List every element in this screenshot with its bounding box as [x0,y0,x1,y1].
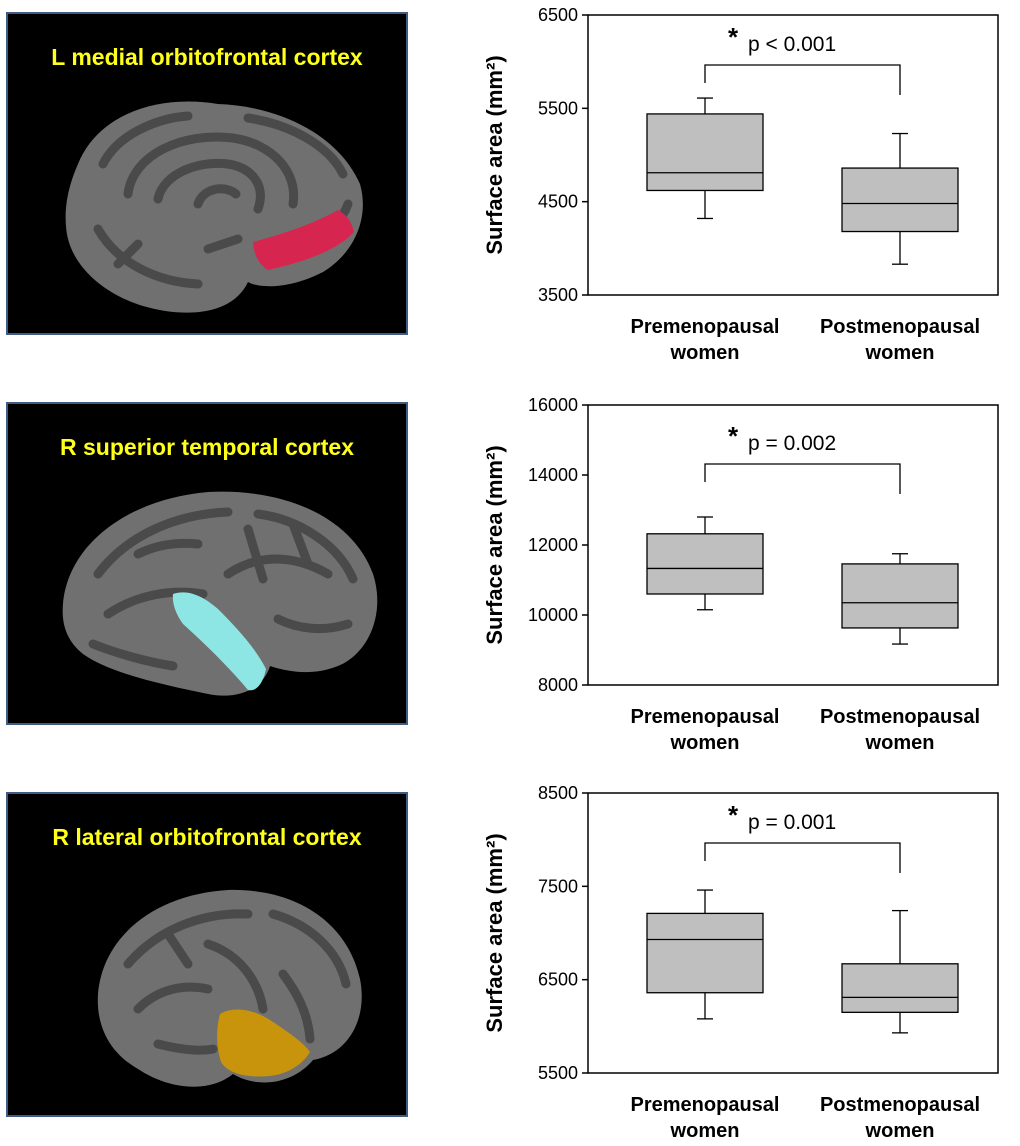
box-iqr [841,963,959,1013]
significance-star: * [728,421,739,451]
y-tick-label: 5500 [538,1063,578,1083]
plot-frame [587,792,999,1074]
box-iqr [646,912,764,994]
boxplot-chart-2: 8000 10000 12000 14000 16000 Surface area (mm… [482,395,999,750]
region-highlight [172,592,266,691]
brain-panel-2: R superior temporal cortex [6,402,408,725]
region-highlight [253,210,354,270]
y-tick-label: 8500 [538,783,578,803]
panel-title: R lateral orbitofrontal cortex [52,824,362,850]
box-iqr [841,563,959,629]
y-tick-label: 8000 [538,675,578,695]
p-value-label: p = 0.001 [748,811,836,834]
panel-title: R superior temporal cortex [60,434,354,460]
p-value-label: p = 0.002 [748,432,836,455]
y-axis-label: Surface area (mm²) [482,55,507,254]
x-category-label: Postmenopausal women [820,1094,980,1138]
significance-star: * [728,800,739,830]
significance-star: * [728,22,739,52]
y-axis-label: Surface area (mm²) [482,445,507,644]
box-iqr [841,167,959,233]
box-iqr [646,113,764,192]
significance-bracket [704,463,901,494]
brain-lateral-view [62,491,378,696]
y-tick-label: 14000 [528,465,578,485]
y-tick-label: 5500 [538,98,578,118]
brain-surface [62,491,378,696]
y-tick-label: 10000 [528,605,578,625]
y-tick-label: 12000 [528,535,578,555]
y-tick-label: 4500 [538,192,578,212]
x-category-label: Premenopausal women [631,706,780,750]
x-category-label: Postmenopausal women [820,316,980,360]
boxplot-chart-3: 5500 6500 7500 8500 Surface area (mm²) Premen… [482,783,999,1138]
box-iqr [646,533,764,595]
region-highlight [217,1009,310,1077]
plot-frame [587,14,999,296]
brain-medial-view [65,101,363,313]
y-tick-label: 16000 [528,395,578,415]
x-category-label: Premenopausal women [631,1094,780,1138]
x-category-label: Premenopausal women [631,316,780,360]
brain-panel-1: L medial orbitofrontal cortex [6,12,408,335]
y-tick-label: 3500 [538,285,578,305]
brain-frontal-view [97,889,362,1087]
y-tick-label: 6500 [538,970,578,990]
y-axis-label: Surface area (mm²) [482,833,507,1032]
p-value-label: p < 0.001 [748,33,836,56]
significance-bracket [704,64,901,95]
x-category-label: Postmenopausal women [820,706,980,750]
panel-title: L medial orbitofrontal cortex [51,44,363,70]
boxplot-chart-1: 3500 4500 5500 6500 Surface area (mm²) Premen… [482,5,999,360]
significance-bracket [704,842,901,873]
brain-panel-3: R lateral orbitofrontal cortex [6,792,408,1117]
y-tick-label: 7500 [538,876,578,896]
y-tick-label: 6500 [538,5,578,25]
